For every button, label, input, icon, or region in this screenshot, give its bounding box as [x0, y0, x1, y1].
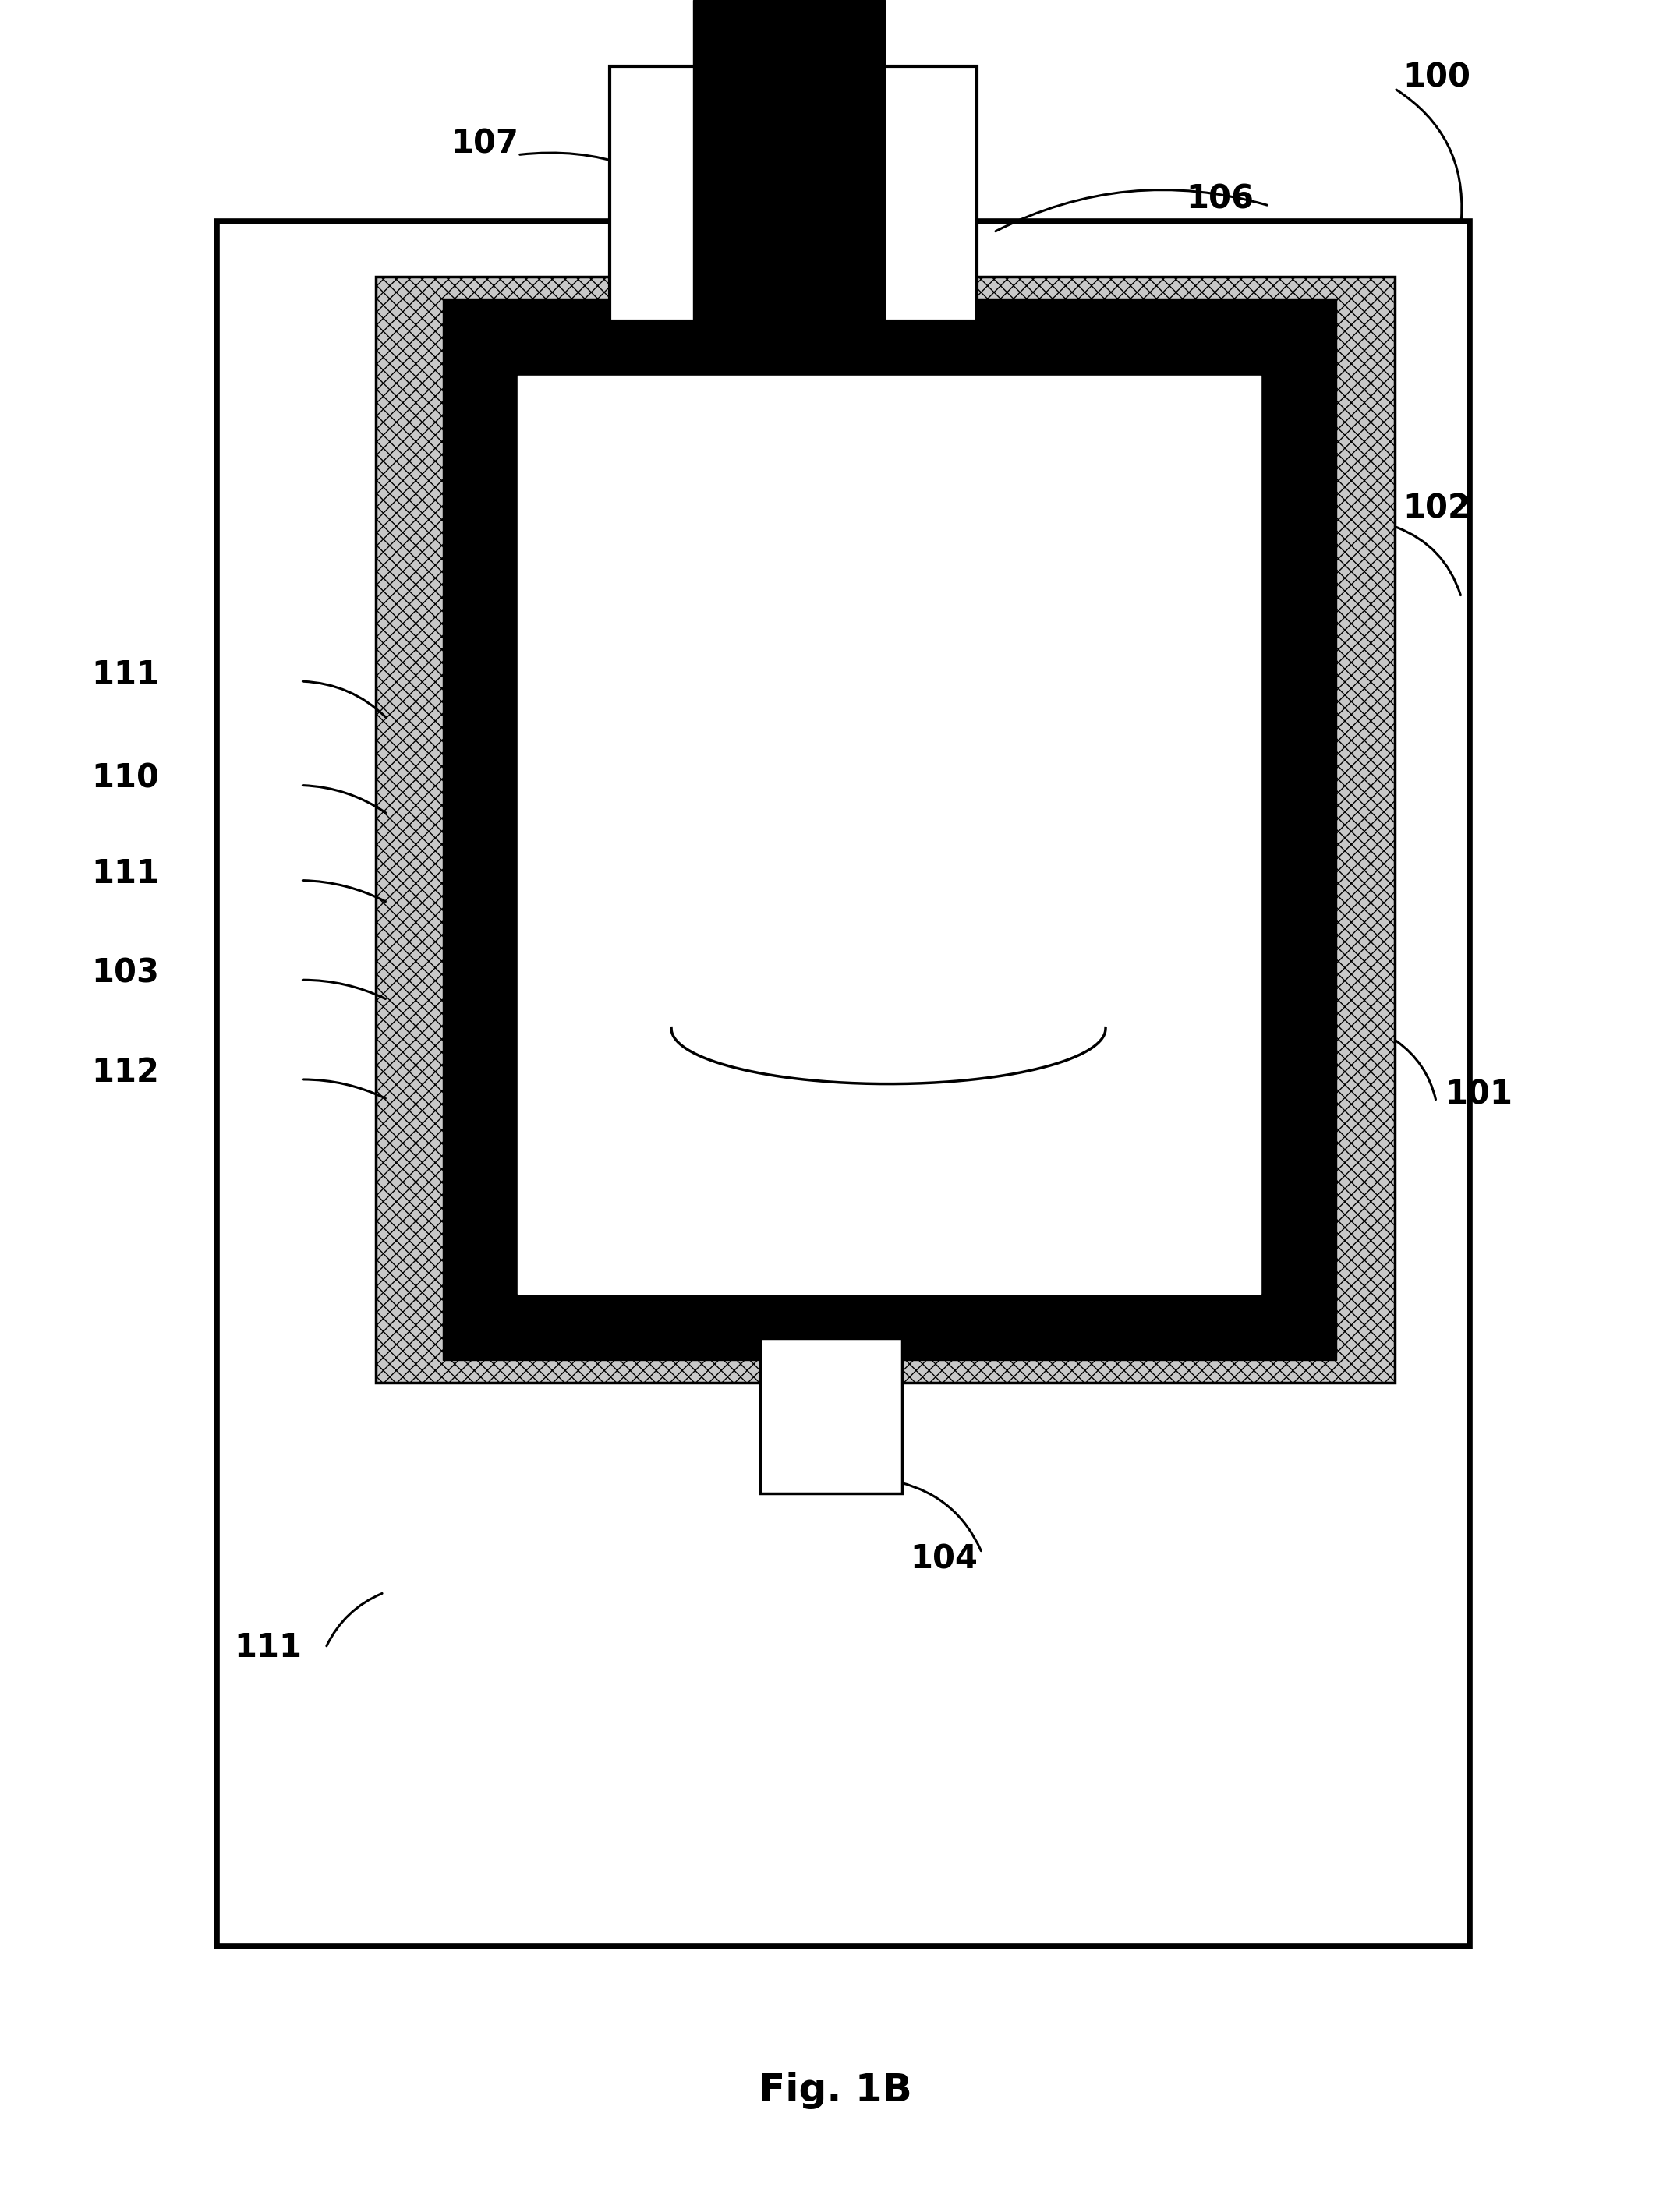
Text: 111: 111 — [92, 858, 160, 889]
Bar — [443, 299, 1336, 1360]
Text: 103: 103 — [92, 958, 160, 989]
Bar — [760, 1338, 902, 1493]
Text: 102: 102 — [1403, 493, 1471, 524]
Text: 100: 100 — [1403, 62, 1471, 93]
Text: 104: 104 — [910, 1544, 979, 1575]
Text: 106: 106 — [1186, 184, 1254, 215]
Bar — [376, 276, 1394, 1382]
Text: 112: 112 — [92, 1057, 160, 1088]
Text: 111: 111 — [234, 1632, 302, 1663]
Text: 110: 110 — [92, 763, 160, 794]
Bar — [693, 0, 885, 343]
Text: 101: 101 — [1445, 1079, 1513, 1110]
Text: 111: 111 — [92, 659, 160, 690]
Bar — [217, 221, 1470, 1947]
Bar — [518, 376, 1261, 1294]
Text: Fig. 1B: Fig. 1B — [758, 2073, 912, 2108]
Bar — [610, 66, 977, 321]
Text: 107: 107 — [451, 128, 519, 159]
